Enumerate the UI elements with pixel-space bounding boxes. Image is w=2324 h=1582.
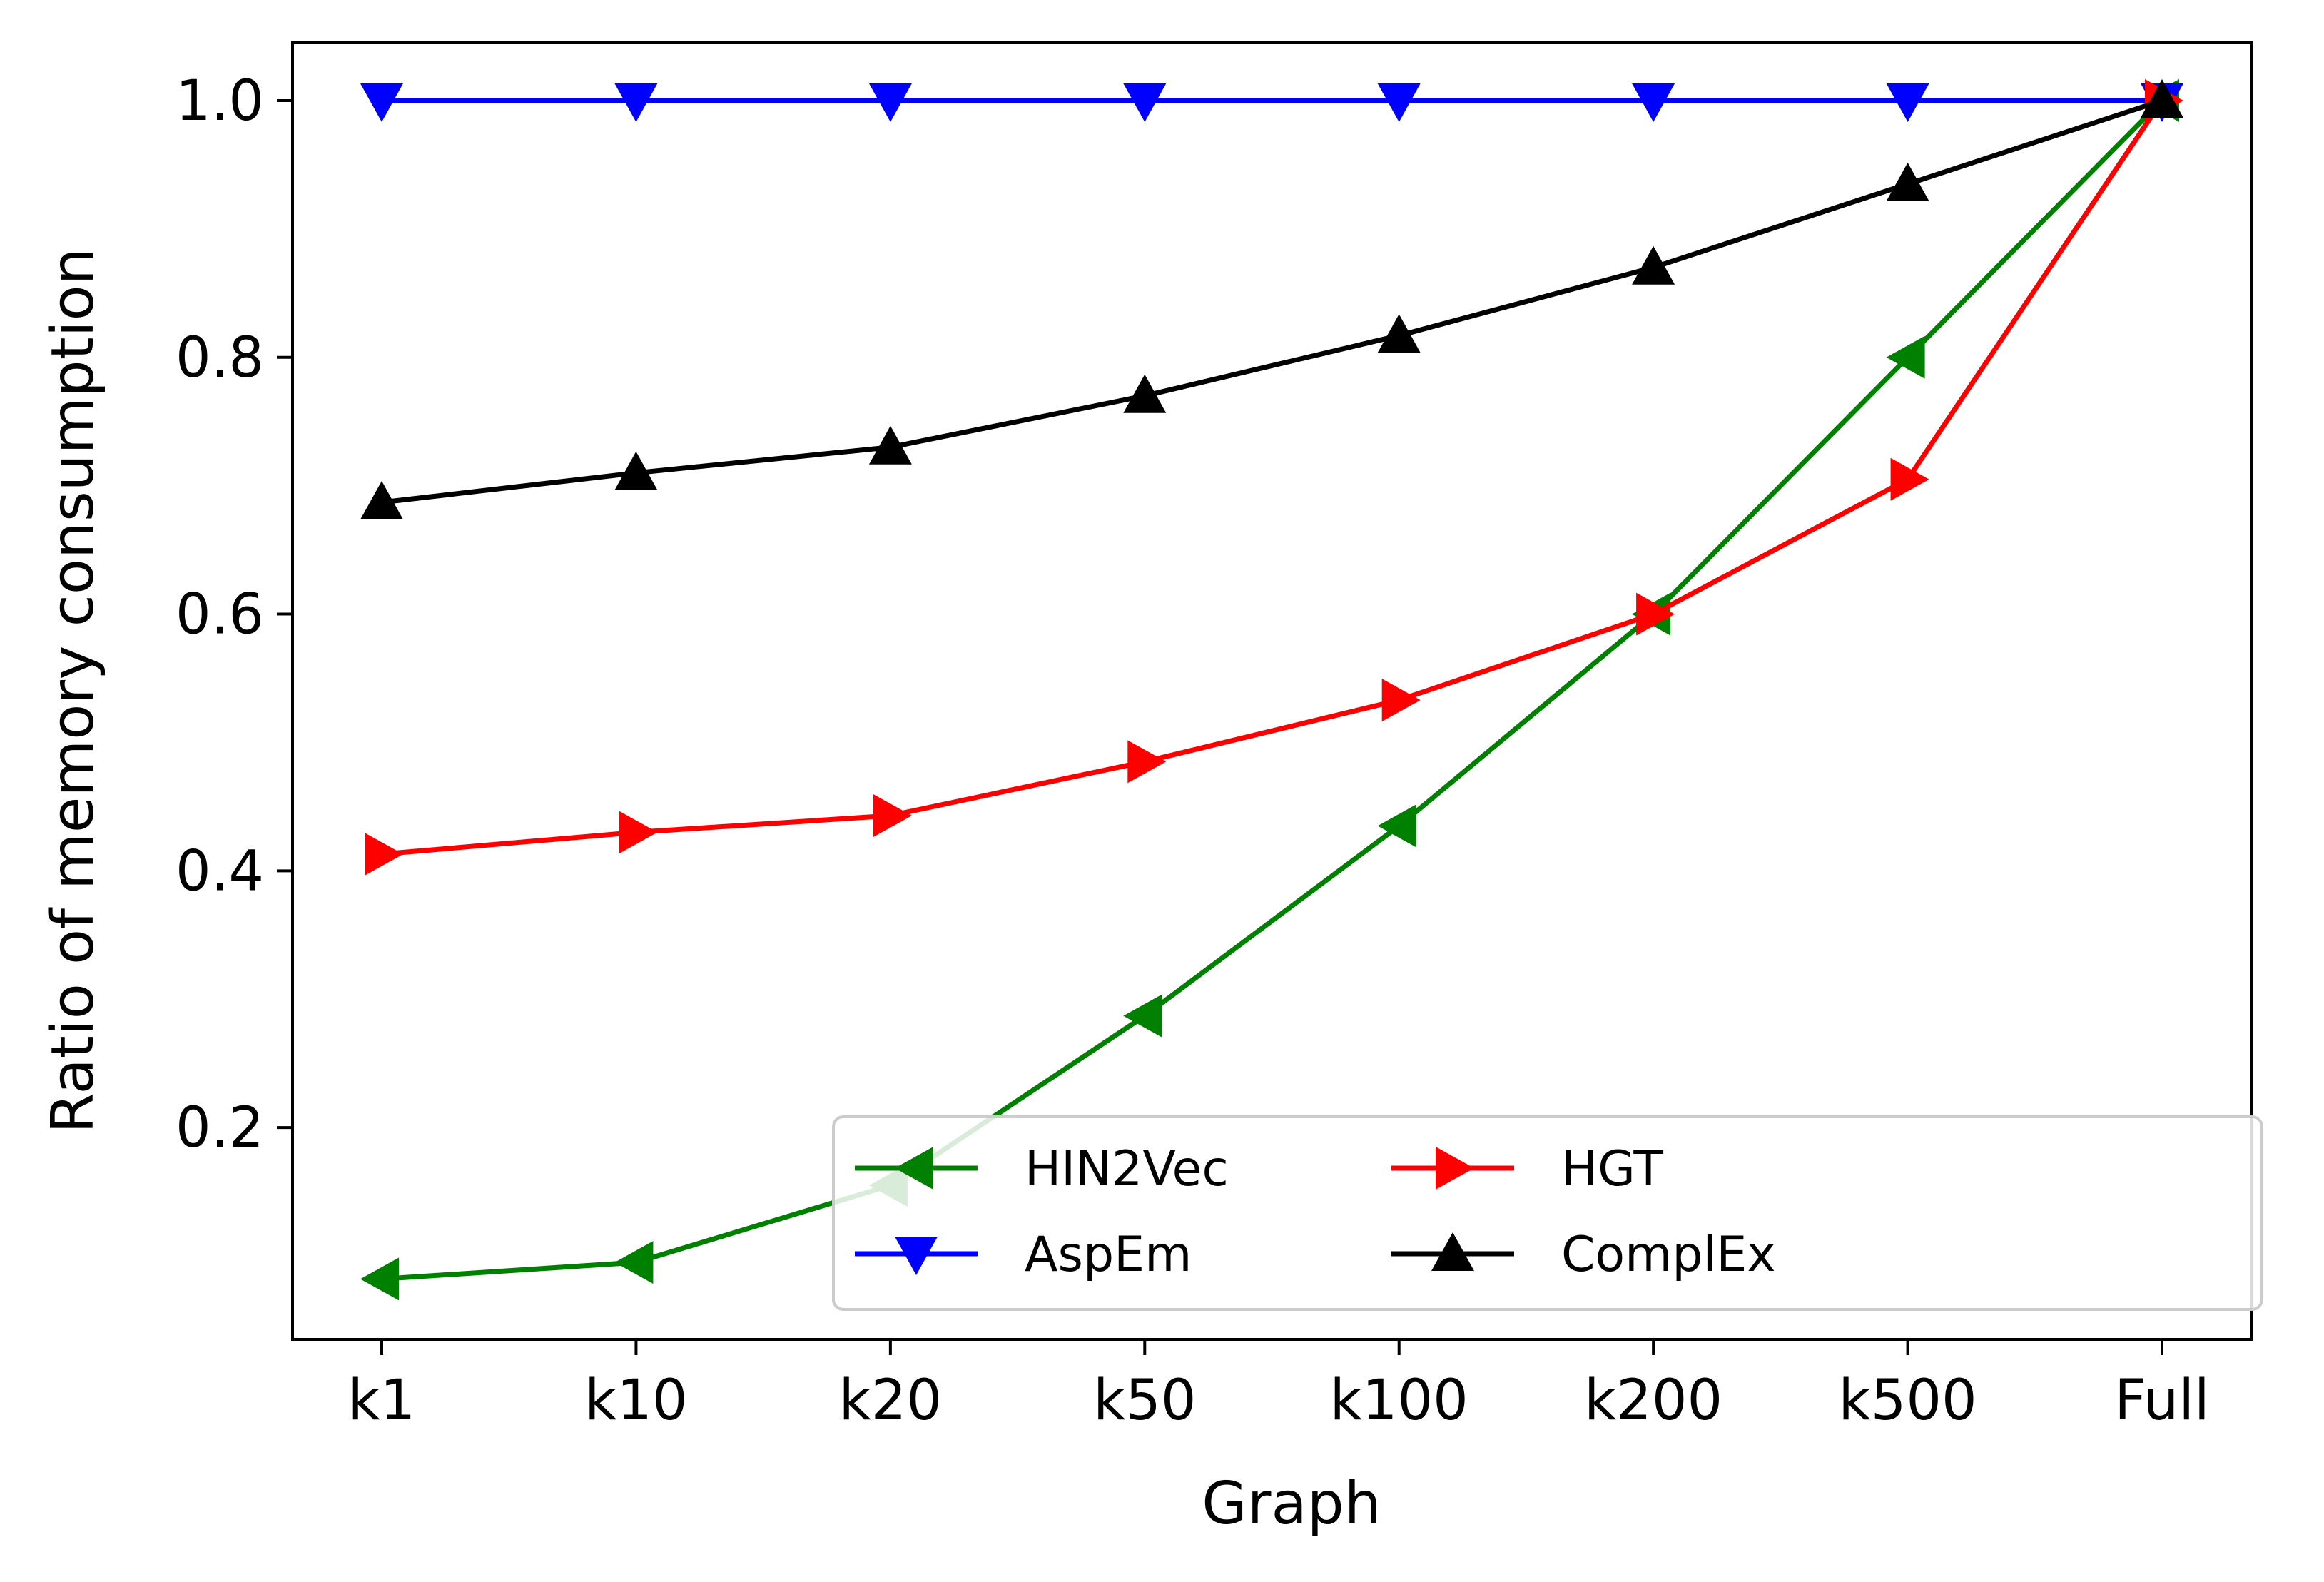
data-point-hin2vec bbox=[1377, 804, 1416, 848]
legend-label: AspEm bbox=[1025, 1227, 1192, 1283]
x-tick-label: k50 bbox=[1093, 1369, 1196, 1433]
data-point-complex bbox=[614, 451, 658, 490]
y-tick-label: 0.4 bbox=[176, 839, 264, 903]
y-tick-label: 1.0 bbox=[176, 69, 264, 133]
legend-label: ComplEx bbox=[1561, 1227, 1776, 1283]
data-point-aspem bbox=[614, 83, 658, 122]
data-point-hgt bbox=[1890, 457, 1929, 501]
legend-marker bbox=[1436, 1147, 1474, 1190]
x-tick-label: k500 bbox=[1839, 1369, 1977, 1433]
data-point-aspem bbox=[360, 83, 403, 122]
y-axis-label: Ratio of memory consumption bbox=[39, 248, 107, 1133]
data-point-hgt bbox=[873, 794, 912, 837]
series-line-complex bbox=[381, 98, 2163, 505]
legend-box bbox=[832, 1115, 2263, 1311]
y-axis: 0.2 0.4 0.6 0.8 1.0 bbox=[176, 69, 293, 1160]
legend-item-aspem: AspEm bbox=[855, 1227, 1192, 1283]
legend-marker bbox=[1431, 1232, 1474, 1271]
data-point-complex bbox=[1632, 245, 1675, 285]
x-tick-label: k1 bbox=[348, 1369, 416, 1433]
x-axis: k1 k10 k20 k50 k100 k200 k500 Full bbox=[348, 1339, 2210, 1433]
x-tick-label: k20 bbox=[839, 1369, 942, 1433]
data-point-hgt bbox=[1636, 592, 1675, 636]
series-line-hgt bbox=[381, 99, 2164, 857]
data-point-aspem bbox=[1632, 83, 1675, 122]
plot-area bbox=[360, 79, 2183, 1301]
legend-marker bbox=[895, 1147, 933, 1190]
data-point-hgt bbox=[619, 811, 658, 854]
legend: HIN2Vec AspEm HGT ComplEx bbox=[832, 1115, 2263, 1311]
legend-item-complex: ComplEx bbox=[1391, 1227, 1776, 1283]
data-point-complex bbox=[1377, 314, 1421, 353]
x-tick-label: Full bbox=[2114, 1369, 2209, 1433]
legend-label: HIN2Vec bbox=[1025, 1141, 1229, 1197]
y-tick-label: 0.2 bbox=[176, 1096, 264, 1160]
data-point-complex bbox=[868, 425, 912, 465]
series-line-hin2vec bbox=[381, 98, 2164, 1282]
legend-label: HGT bbox=[1561, 1141, 1663, 1197]
series-complex bbox=[360, 79, 2183, 519]
data-point-aspem bbox=[1377, 83, 1421, 122]
data-point-complex bbox=[1123, 374, 1167, 413]
x-tick-label: k100 bbox=[1330, 1369, 1468, 1433]
x-axis-label: Graph bbox=[1202, 1470, 1381, 1538]
legend-marker bbox=[895, 1237, 938, 1275]
data-point-hin2vec bbox=[1886, 335, 1925, 379]
x-tick-label: k200 bbox=[1584, 1369, 1722, 1433]
data-point-complex bbox=[360, 481, 403, 519]
data-point-hin2vec bbox=[360, 1257, 399, 1301]
data-point-complex bbox=[2141, 79, 2183, 118]
data-point-hin2vec bbox=[614, 1241, 654, 1284]
data-point-aspem bbox=[1123, 83, 1167, 122]
data-point-aspem bbox=[1886, 83, 1929, 122]
legend-item-hgt: HGT bbox=[1391, 1141, 1663, 1197]
y-tick-label: 0.8 bbox=[176, 326, 264, 390]
data-point-aspem bbox=[868, 83, 912, 122]
plot-frame bbox=[291, 41, 2253, 1341]
data-point-hgt bbox=[1127, 740, 1167, 784]
x-tick-label: k10 bbox=[584, 1369, 687, 1433]
data-point-complex bbox=[1886, 162, 1929, 201]
y-tick-label: 0.6 bbox=[176, 583, 264, 647]
legend-item-hin2vec: HIN2Vec bbox=[855, 1141, 1229, 1197]
data-point-hgt bbox=[1381, 679, 1421, 722]
data-point-hin2vec bbox=[1123, 994, 1162, 1038]
data-point-hgt bbox=[365, 833, 403, 876]
